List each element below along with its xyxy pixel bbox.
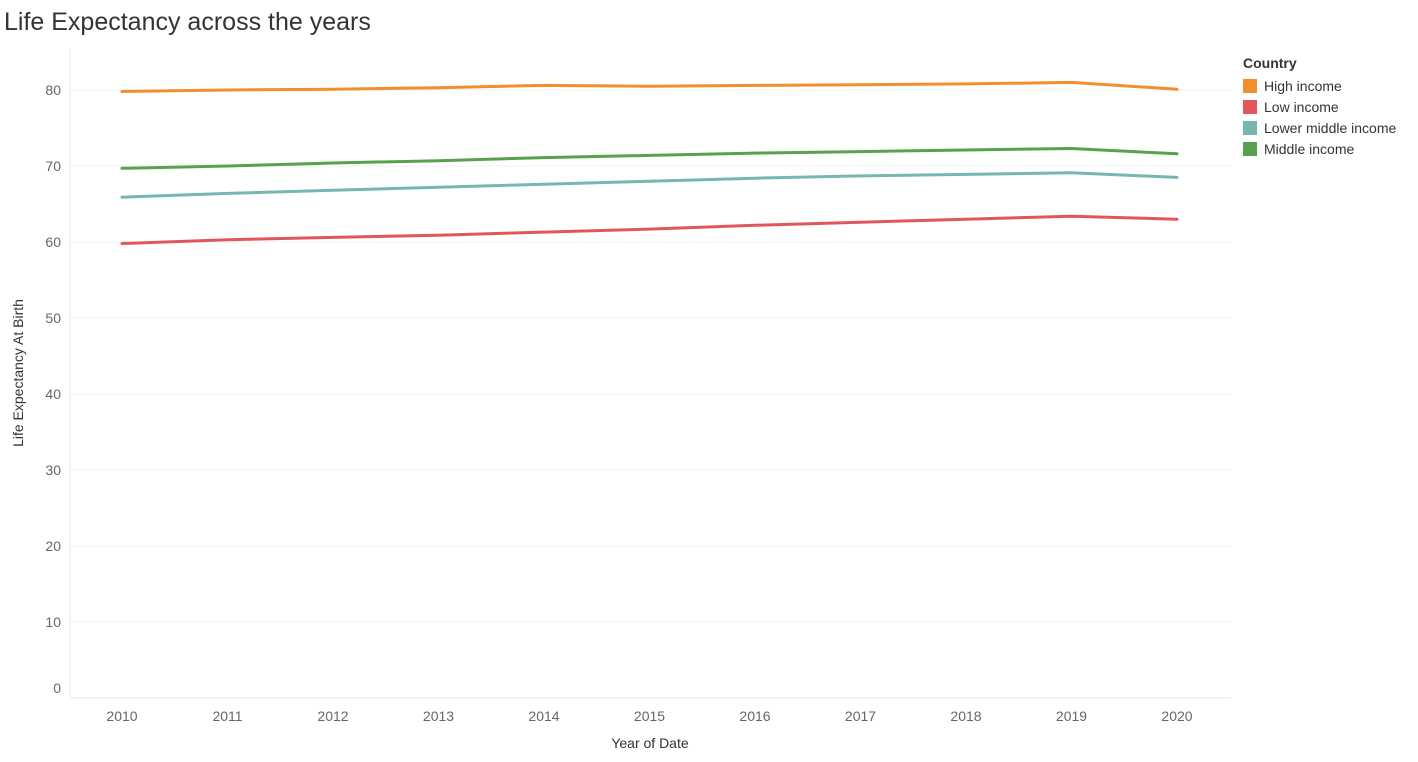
legend-label-low-income: Low income xyxy=(1264,98,1339,115)
y-tick-label-20: 20 xyxy=(45,538,61,554)
x-tick-label-2010: 2010 xyxy=(106,708,137,724)
x-axis: 2010 2011 2012 2013 2014 2015 2016 2017 2018 2019… xyxy=(70,697,1231,724)
legend-label-middle-income: Middle income xyxy=(1264,140,1355,157)
x-tick-label-2017: 2017 xyxy=(845,708,876,724)
y-tick-label-60: 60 xyxy=(45,234,61,250)
series-line-high-income[interactable] xyxy=(120,80,1179,93)
series-lines xyxy=(120,80,1179,245)
y-tick-label-70: 70 xyxy=(45,158,61,174)
y-axis-title: Life Expectancy At Birth xyxy=(10,299,26,447)
x-tick-label-2012: 2012 xyxy=(317,708,348,724)
series-line-low-income[interactable] xyxy=(120,214,1179,245)
legend-item-middle-income[interactable]: Middle income xyxy=(1243,138,1396,159)
legend-swatch-low-income xyxy=(1243,99,1257,114)
y-tick-label-30: 30 xyxy=(45,462,61,478)
y-tick-label-80: 80 xyxy=(45,82,61,98)
legend-title: Country xyxy=(1243,55,1297,71)
legend-label-high-income: High income xyxy=(1264,77,1342,94)
gridlines xyxy=(70,89,1231,623)
legend-swatch-lower-middle-income xyxy=(1243,120,1257,135)
x-tick-label-2011: 2011 xyxy=(212,708,242,724)
legend-item-low-income[interactable]: Low income xyxy=(1243,96,1396,117)
y-tick-label-40: 40 xyxy=(45,386,61,402)
x-tick-label-2018: 2018 xyxy=(950,708,981,724)
series-line-middle-income[interactable] xyxy=(120,147,1179,170)
y-axis: 0 10 20 30 40 50 60 70 80 xyxy=(45,48,71,698)
x-axis-title: Year of Date xyxy=(611,735,689,751)
legend-item-high-income[interactable]: High income xyxy=(1243,75,1396,96)
legend-item-lower-middle-income[interactable]: Lower middle income xyxy=(1243,117,1396,138)
x-tick-label-2016: 2016 xyxy=(739,708,770,724)
legend: Country High income Low income Lower mid… xyxy=(1243,55,1396,159)
y-tick-label-0: 0 xyxy=(53,680,61,696)
legend-swatch-middle-income xyxy=(1243,141,1257,156)
y-tick-label-10: 10 xyxy=(45,614,61,630)
y-tick-label-50: 50 xyxy=(45,310,61,326)
legend-label-lower-middle-income: Lower middle income xyxy=(1264,119,1397,136)
chart-title: Life Expectancy across the years xyxy=(4,8,371,36)
x-tick-label-2020: 2020 xyxy=(1161,708,1192,724)
series-line-lower-middle-income[interactable] xyxy=(120,171,1179,199)
x-tick-label-2014: 2014 xyxy=(528,708,559,724)
x-tick-label-2019: 2019 xyxy=(1056,708,1087,724)
x-tick-label-2015: 2015 xyxy=(634,708,665,724)
x-tick-label-2013: 2013 xyxy=(423,708,454,724)
legend-swatch-high-income xyxy=(1243,78,1257,93)
